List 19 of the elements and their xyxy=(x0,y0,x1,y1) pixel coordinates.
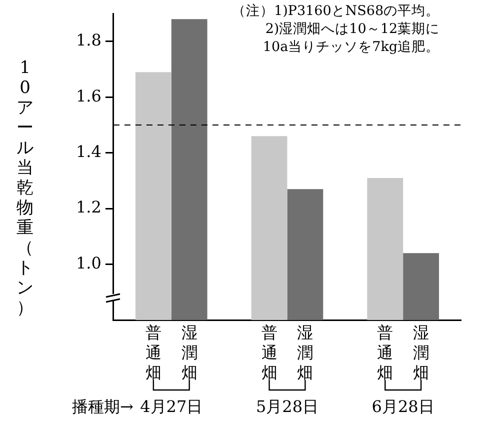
series-label: 普通畑 xyxy=(261,323,278,382)
x-axis-title: 播種期→ xyxy=(72,397,134,416)
y-tick-label: 1.0 xyxy=(76,253,102,272)
text: 普通畑 xyxy=(377,323,394,382)
annotation: （注）1)P3160とNS68の平均。 xyxy=(232,2,440,20)
text: 湿潤畑 xyxy=(413,323,430,382)
y-tick-label: 1.2 xyxy=(76,198,102,217)
x-tick-label: 6月28日 xyxy=(372,397,434,416)
x-tick-label: 4月27日 xyxy=(140,397,203,416)
y-tick-label: 1.6 xyxy=(76,86,102,106)
annotation: 10a当りチッソを7kg追肥。 xyxy=(262,38,440,56)
annotation: 2)湿潤畑へは10～12葉期に xyxy=(264,20,440,38)
x-tick-label: 5月28日 xyxy=(256,397,318,416)
text: 湿潤畑 xyxy=(297,323,314,382)
y-tick-label: 1.4 xyxy=(76,142,102,162)
y-tick-label: 1.8 xyxy=(76,30,102,50)
text: 10アール当乾物重（トン） xyxy=(16,58,34,318)
series-label: 湿潤畑 xyxy=(181,323,198,382)
text: 普通畑 xyxy=(145,323,162,382)
